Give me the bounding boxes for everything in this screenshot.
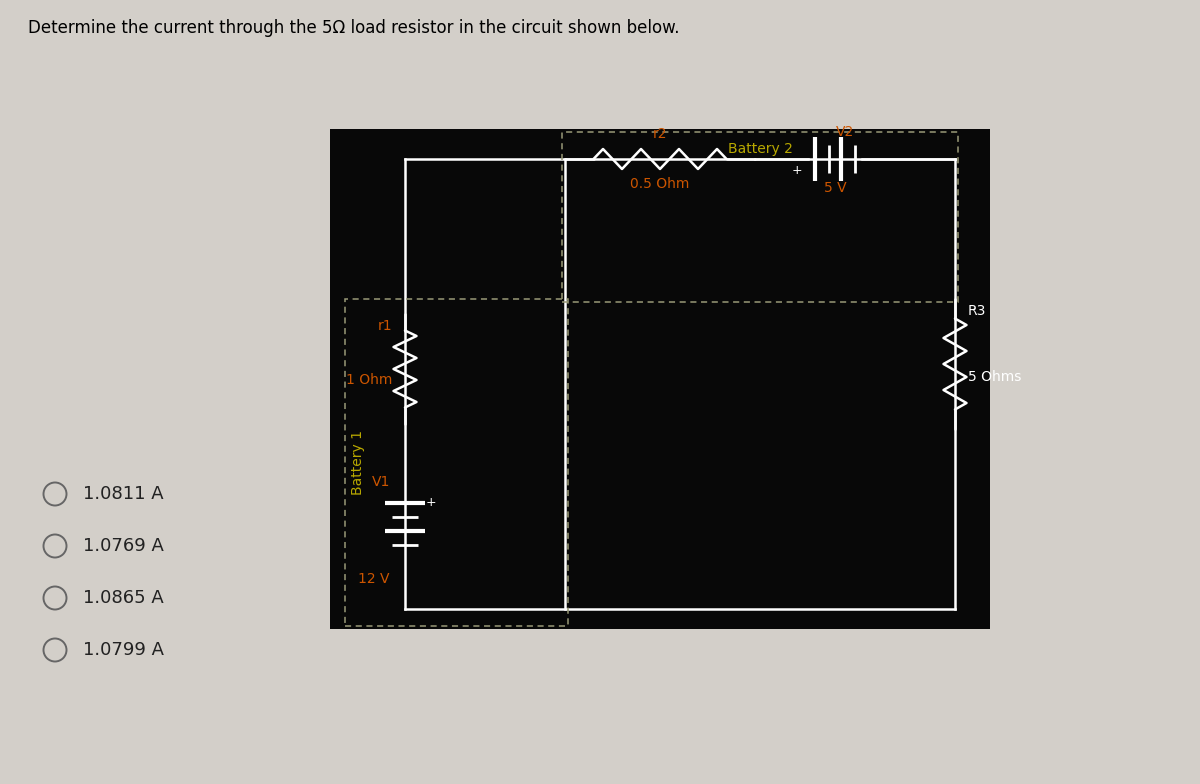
FancyBboxPatch shape [330, 129, 990, 629]
Text: V2: V2 [836, 125, 854, 139]
Text: 12 V: 12 V [359, 572, 390, 586]
Text: 1 Ohm: 1 Ohm [346, 373, 392, 387]
Text: V1: V1 [372, 475, 390, 489]
Text: Determine the current through the 5Ω load resistor in the circuit shown below.: Determine the current through the 5Ω loa… [28, 19, 679, 37]
Text: r1: r1 [377, 319, 392, 333]
Text: 1.0811 A: 1.0811 A [83, 485, 163, 503]
Text: +: + [792, 165, 803, 177]
Text: 1.0769 A: 1.0769 A [83, 537, 164, 555]
Text: 0.5 Ohm: 0.5 Ohm [630, 177, 690, 191]
Text: 5 Ohms: 5 Ohms [968, 370, 1021, 384]
Text: Battery 2: Battery 2 [727, 142, 792, 156]
Text: 5 V: 5 V [823, 181, 846, 195]
Text: Battery 1: Battery 1 [352, 430, 365, 495]
Text: +: + [426, 495, 437, 509]
Text: 1.0799 A: 1.0799 A [83, 641, 164, 659]
Text: 1.0865 A: 1.0865 A [83, 589, 163, 607]
Text: r2: r2 [653, 127, 667, 141]
Text: R3: R3 [968, 304, 986, 318]
